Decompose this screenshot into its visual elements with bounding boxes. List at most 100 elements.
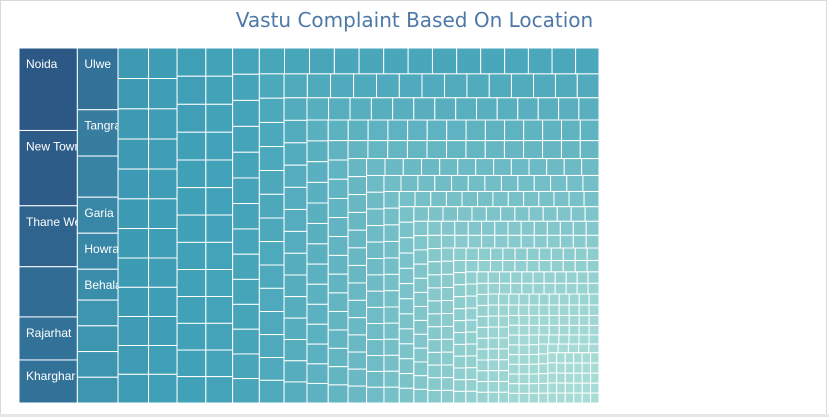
treemap-tile[interactable] xyxy=(398,237,415,254)
treemap-tile[interactable] xyxy=(232,177,260,205)
treemap-tile[interactable] xyxy=(498,359,510,372)
treemap-tile[interactable] xyxy=(76,351,119,378)
treemap-tile[interactable] xyxy=(547,372,558,384)
treemap-tile[interactable] xyxy=(496,97,519,121)
treemap-tile[interactable] xyxy=(258,379,285,404)
treemap-tile[interactable] xyxy=(453,296,467,310)
treemap-tile[interactable] xyxy=(117,373,150,404)
treemap-tile[interactable] xyxy=(347,211,368,231)
treemap-tile[interactable] xyxy=(445,190,463,208)
treemap-tile[interactable] xyxy=(398,373,415,389)
treemap-tile[interactable] xyxy=(487,271,500,284)
treemap-tile[interactable] xyxy=(446,140,467,160)
treemap-tile[interactable] xyxy=(502,247,516,261)
treemap-tile[interactable] xyxy=(148,373,178,404)
treemap-tile[interactable] xyxy=(205,269,234,297)
treemap-tile[interactable] xyxy=(538,382,549,394)
treemap-tile[interactable] xyxy=(558,304,570,316)
treemap-tile[interactable] xyxy=(427,287,442,302)
treemap-tile[interactable] xyxy=(461,190,479,208)
treemap-tile[interactable] xyxy=(565,282,578,295)
treemap-tile[interactable] xyxy=(440,313,455,327)
treemap-tile[interactable] xyxy=(205,376,234,404)
treemap-tile[interactable] xyxy=(366,274,385,292)
treemap-tile[interactable] xyxy=(510,271,523,284)
treemap-tile[interactable] xyxy=(520,234,535,249)
treemap-tile[interactable] xyxy=(117,138,150,170)
treemap-tile[interactable] xyxy=(421,73,446,99)
treemap-tile[interactable] xyxy=(176,322,207,351)
treemap-tile[interactable] xyxy=(383,338,400,356)
treemap-tile[interactable] xyxy=(431,47,458,75)
treemap-tile[interactable] xyxy=(453,367,467,381)
treemap-tile[interactable] xyxy=(582,174,600,192)
treemap-tile[interactable] xyxy=(514,206,530,222)
treemap-tile[interactable] xyxy=(546,234,561,249)
treemap-tile[interactable] xyxy=(510,282,523,295)
treemap-tile[interactable] xyxy=(283,274,308,298)
treemap-tile[interactable] xyxy=(283,296,308,319)
treemap-tile[interactable] xyxy=(518,354,530,365)
treemap-tile[interactable] xyxy=(558,334,570,345)
treemap-tile[interactable] xyxy=(568,334,580,345)
treemap-tile[interactable] xyxy=(487,380,500,393)
treemap-tile[interactable] xyxy=(521,282,534,295)
treemap-tile[interactable] xyxy=(454,234,469,249)
treemap-tile[interactable] xyxy=(481,220,496,236)
treemap-tile[interactable] xyxy=(476,282,489,295)
treemap-tile[interactable] xyxy=(306,283,329,305)
treemap-tile[interactable] xyxy=(492,190,509,208)
treemap-tile[interactable] xyxy=(528,158,548,176)
treemap-tile[interactable] xyxy=(563,158,583,176)
treemap-tile[interactable] xyxy=(366,225,385,243)
treemap-tile[interactable] xyxy=(581,382,592,394)
treemap-tile[interactable] xyxy=(590,352,600,364)
treemap-tile[interactable] xyxy=(581,158,600,176)
treemap-tile[interactable] xyxy=(366,323,385,341)
treemap-tile[interactable] xyxy=(417,174,436,192)
treemap-tile[interactable] xyxy=(283,381,308,404)
treemap-tile[interactable] xyxy=(498,391,510,404)
treemap-tile[interactable] xyxy=(487,370,500,382)
treemap-tile[interactable] xyxy=(526,259,540,273)
treemap-tile[interactable] xyxy=(439,158,459,176)
treemap-tile-garia[interactable] xyxy=(76,196,119,234)
treemap-tile[interactable] xyxy=(205,349,234,378)
treemap-tile[interactable] xyxy=(205,131,234,161)
treemap-tile[interactable] xyxy=(467,220,483,236)
treemap-tile[interactable] xyxy=(507,234,522,249)
treemap-tile[interactable] xyxy=(283,360,308,383)
treemap-tile[interactable] xyxy=(176,131,207,161)
treemap-tile[interactable] xyxy=(465,247,479,261)
treemap-tile[interactable] xyxy=(398,283,415,300)
treemap-tile[interactable] xyxy=(476,304,489,317)
treemap-tile[interactable] xyxy=(427,248,442,263)
treemap-tile[interactable] xyxy=(453,247,467,261)
treemap-tile[interactable] xyxy=(387,119,409,142)
treemap-tile[interactable] xyxy=(538,373,549,384)
treemap-tile[interactable] xyxy=(556,372,566,384)
treemap-tile[interactable] xyxy=(327,329,349,349)
treemap-tile[interactable] xyxy=(508,324,520,336)
treemap-tile[interactable] xyxy=(383,174,402,192)
treemap-tile[interactable] xyxy=(176,349,207,378)
treemap-tile[interactable] xyxy=(306,161,329,183)
treemap-tile[interactable] xyxy=(533,220,548,236)
treemap-tile[interactable] xyxy=(413,361,429,377)
treemap-tile[interactable] xyxy=(558,97,580,121)
treemap-tile[interactable] xyxy=(585,234,600,249)
treemap-tile[interactable] xyxy=(398,328,415,345)
treemap-tile[interactable] xyxy=(564,372,575,384)
treemap-tile[interactable] xyxy=(383,306,400,324)
treemap-tile[interactable] xyxy=(528,324,540,336)
treemap-tile[interactable] xyxy=(453,343,467,357)
treemap-tile[interactable] xyxy=(538,293,550,306)
treemap-tile[interactable] xyxy=(258,169,285,195)
treemap-tile[interactable] xyxy=(366,386,385,404)
treemap-tile[interactable] xyxy=(327,366,349,386)
treemap-tile[interactable] xyxy=(383,370,400,388)
treemap-tile[interactable] xyxy=(556,206,572,222)
treemap-tile[interactable] xyxy=(523,140,544,160)
treemap-tile[interactable] xyxy=(578,304,590,316)
treemap-tile[interactable] xyxy=(283,252,308,276)
